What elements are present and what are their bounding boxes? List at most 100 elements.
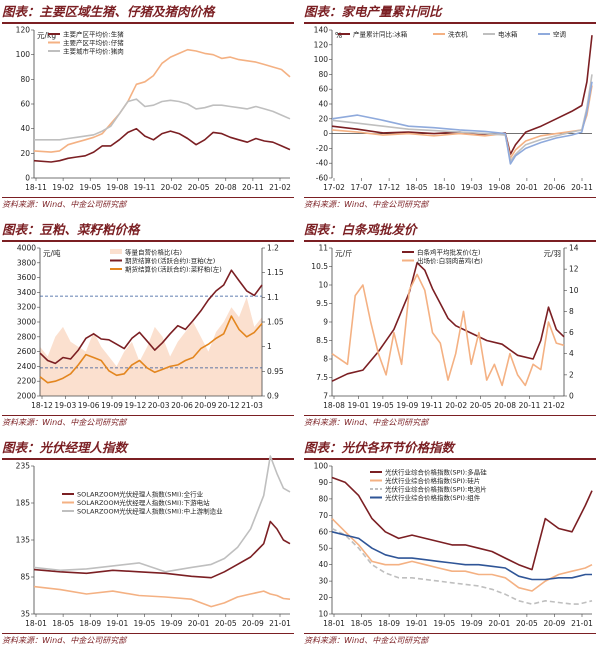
chart-svg: -60 -40 -20 0 20 40 60 80 100 120 140% 17-02 17-07 17…	[314, 26, 593, 193]
legend-label: SOLARZOOM光伏经理人指数(SMI):中上游制造业	[77, 507, 223, 516]
x-tick-label: 19-05	[433, 619, 455, 628]
legend-label: 光伏行业综合价格指数(SPI):组件	[385, 493, 481, 502]
x-tick-label: 19-09	[161, 619, 183, 628]
y-tick-label: 20	[20, 149, 30, 158]
y2-tick-label: 1	[267, 342, 272, 351]
x-tick-label: 19-05	[372, 401, 394, 410]
chart-title: 图表：家电产量累计同比	[304, 4, 596, 24]
x-tick-label: 19-09	[461, 619, 483, 628]
y2-tick-label: 12	[569, 265, 579, 274]
y-tick-label: 120	[16, 26, 31, 35]
series-line-2	[34, 98, 291, 141]
legend-label: 洗衣机	[448, 30, 468, 39]
x-tick-label: 20-11	[519, 401, 541, 410]
legend-swatch	[110, 249, 122, 254]
chart-title: 图表：光伏经理人指数	[2, 440, 294, 460]
y-tick-label: 90	[318, 478, 328, 487]
legend-label: 等量自营价格比(右)	[125, 248, 182, 257]
legend-label: 出场价:白羽肉苗鸡(右)	[417, 256, 483, 265]
x-tick-label: 20-03	[148, 401, 170, 410]
y-axis-label: 元/吨	[43, 248, 61, 258]
chart-panel-pv-manager-index: 图表：光伏经理人指数 35 85 135 185 235 18-01 18-05 18-09 1…	[0, 436, 296, 650]
y-tick-label: 8	[323, 355, 328, 364]
y-tick-label: 80	[318, 494, 328, 503]
chart-svg: 2000 2200 2400 2600 2800 3000 3200 3400 3600 3800…	[17, 244, 284, 411]
chart-title: 图表：主要区域生猪、仔猪及猪肉价格	[2, 4, 294, 24]
source-note: 资料来源：Wind、中金公司研究部	[304, 197, 596, 212]
legend-label: 产量累计同比:冰箱	[353, 30, 408, 39]
legend-label: SOLARZOOM光伏经理人指数(SMI):全行业	[77, 490, 204, 499]
legend-label: 电冰箱	[498, 30, 518, 39]
x-tick-label: 19-08	[106, 183, 128, 192]
y-tick-label: 20	[318, 593, 328, 602]
source-note: 资料来源：Wind、中金公司研究部	[304, 633, 596, 648]
x-tick-label: 21-01	[571, 619, 593, 628]
x-tick-label: 20-11	[242, 183, 264, 192]
x-tick-label: 19-11	[421, 401, 443, 410]
y-tick-label: 2600	[17, 347, 36, 356]
x-tick-label: 17-02	[323, 183, 345, 192]
y-tick-label: 40	[20, 124, 30, 133]
x-tick-label: 19-11	[134, 183, 156, 192]
x-tick-label: 18-01	[25, 619, 47, 628]
chart-panel-pv-price-index: 图表：光伏各环节价格指数 10 20 30 40 50 60 70 80 90 100 18-01 1…	[302, 436, 598, 650]
y2-tick-label: 0	[569, 392, 574, 401]
x-tick-label: 20-01	[488, 619, 510, 628]
chart-svg: 35 85 135 185 235 18-01 18-05 18-09 19-01 19-05 19…	[16, 455, 291, 628]
y-tick-label: -40	[316, 159, 328, 168]
x-tick-label: 19-01	[348, 401, 370, 410]
y2-tick-label: 4	[569, 349, 574, 358]
x-tick-label: 19-09	[101, 401, 123, 410]
y-tick-label: 3400	[17, 288, 36, 297]
y-tick-label: 60	[318, 527, 328, 536]
y-tick-label: 2200	[17, 377, 36, 386]
y-tick-label: 9	[323, 318, 328, 327]
x-tick-label: 20-08	[215, 183, 237, 192]
y2-tick-label: 1.15	[267, 268, 284, 277]
x-tick-label: 18-05	[52, 619, 74, 628]
y-tick-label: 100	[314, 462, 329, 471]
y-tick-label: -60	[316, 174, 328, 183]
legend-label: 光伏行业综合价格指数(SPI):多晶硅	[385, 468, 487, 477]
x-tick-label: 20-08	[494, 401, 516, 410]
x-tick-label: 19-05	[79, 183, 101, 192]
x-tick-label: 18-09	[378, 619, 400, 628]
x-tick-label: 19-12	[124, 401, 146, 410]
x-tick-label: 19-08	[488, 183, 510, 192]
y-tick-label: 235	[16, 462, 31, 471]
series-line-1	[33, 48, 291, 153]
y-tick-label: 3800	[17, 258, 36, 267]
legend-label: 期货结算价(活跃合约):豆粕(左)	[125, 256, 215, 265]
y-tick-label: 50	[318, 544, 328, 553]
legend-label: 光伏行业综合价格指数(SPI):电池片	[385, 485, 487, 494]
y-tick-label: 40	[318, 560, 328, 569]
series-line-1	[33, 585, 291, 608]
y-tick-label: 3600	[17, 273, 36, 282]
y-tick-label: 60	[20, 100, 30, 109]
chart-title: 图表：白条鸡批发价	[304, 222, 596, 242]
chart-panel-appliance-output: 图表：家电产量累计同比 -60 -40 -20 0 20 40 60 80 100 120 140%…	[302, 0, 598, 214]
y-tick-label: 7	[323, 392, 328, 401]
series-line-3	[331, 531, 592, 581]
x-tick-label: 20-02	[161, 183, 183, 192]
source-note: 资料来源：Wind、中金公司研究部	[2, 633, 294, 648]
y-axis-label: %	[335, 31, 342, 40]
series-line-2	[331, 527, 593, 605]
y-tick-label: 2400	[17, 362, 36, 371]
y-tick-label: 11	[318, 244, 328, 253]
x-tick-label: 19-06	[78, 401, 100, 410]
x-tick-label: 20-12	[218, 401, 240, 410]
y-tick-label: 35	[20, 610, 30, 619]
chart-svg: 10 20 30 40 50 60 70 80 90 100 18-01 18-05 18-09 19-0…	[314, 462, 593, 629]
x-tick-label: 18-08	[323, 401, 345, 410]
x-tick-label: 18-12	[31, 401, 53, 410]
legend-label: 主要产区平均价:仔猪	[63, 38, 124, 47]
y-tick-label: 80	[318, 70, 328, 79]
series-line-1	[331, 85, 593, 159]
legend-label: SOLARZOOM光伏经理人指数(SMI):下游电站	[77, 498, 210, 507]
y-tick-label: 135	[16, 536, 31, 545]
y-tick-label: 40	[318, 100, 328, 109]
legend-label: 空调	[553, 30, 566, 39]
x-tick-label: 20-06	[544, 183, 566, 192]
series-line-0	[331, 261, 565, 382]
